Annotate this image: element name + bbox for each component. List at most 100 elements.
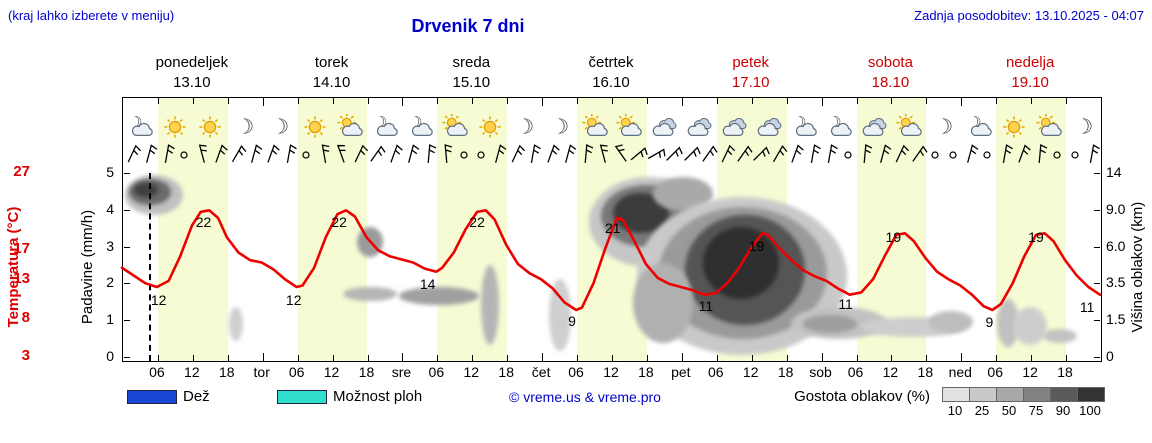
axis-tick [926,98,928,104]
cloud-density-blob [1043,329,1077,343]
day-header: ponedeljek 13.10 [155,54,229,91]
cloud-moon-icon: ☽ [966,113,992,140]
cloud-density-blob [229,307,243,341]
x-axis-label: 06 [428,364,445,380]
axis-tick [926,355,928,361]
density-scale-cell [996,387,1024,402]
cloud-density-blob [357,227,383,257]
temperature-value-label: 12 [285,291,302,308]
moon-icon: ☽ [267,114,293,140]
x-axis-label: 06 [568,364,584,380]
cloud-density-blob [1013,307,1047,345]
copyright-link[interactable]: © vreme.us & vreme.pro [509,389,661,405]
axis-tick [157,355,159,361]
x-axis-label: 12 [603,364,619,380]
wind-barb-icon [995,141,1015,167]
axis-tick [996,355,998,361]
moon-icon: ☽ [232,114,258,140]
axis-tick [612,98,613,104]
axis-tick [227,98,229,104]
day-header: petek 17.10 [731,54,770,91]
axis-tick [786,98,788,104]
sun-icon [162,114,188,140]
temperature-value-label: 9 [568,313,576,330]
cloud-moon-icon: ☽ [407,113,433,140]
wind-barb-icon [123,140,144,169]
cloud-height-axis-label: Višina oblakov (km) [1129,201,1146,333]
sun-cloud-icon [337,113,363,140]
wind-barb-icon [856,141,874,166]
temperature-value-label: 12 [150,291,167,308]
day-header: četrtek 16.10 [588,54,634,91]
wind-barb-icon [363,140,390,169]
moon-icon: ☽ [512,114,538,140]
x-axis-label: 06 [288,364,305,380]
rain-legend-label: Dež [183,388,210,405]
axis-tick [1094,173,1100,174]
wind-barb-icon [803,141,823,167]
temperature-value-label: 22 [331,214,347,231]
axis-tick [646,98,648,104]
axis-tick [402,98,404,106]
axis-tick [297,98,299,104]
cloud-density-blob [633,263,693,343]
x-axis-label: 12 [882,364,899,380]
temperature-value-label: 11 [1079,298,1095,315]
sun-cloud-icon [1036,113,1062,140]
wind-barb-icon [400,140,422,167]
wind-barb-icon [437,141,455,166]
wind-barb-icon [730,140,757,169]
sun-cloud-icon [442,113,468,140]
axis-tick [472,355,474,361]
density-scale-cell [969,387,997,402]
cloud-density-blob [134,183,158,197]
axis-tick [612,355,613,361]
axis-tick [821,98,823,106]
svg-text:☽: ☽ [236,114,254,138]
axis-tick [124,320,130,322]
precipitation-tick: 5 [106,164,114,180]
wind-barb-icon [746,140,774,168]
calm-wind-icon [840,142,856,166]
axis-tick [367,355,369,361]
day-header: sobota 18.10 [867,54,913,91]
temperature-value-label: 19 [1028,228,1044,245]
axis-tick [472,98,474,104]
precipitation-tick: 4 [106,200,114,217]
day-header: torek 14.10 [312,54,351,91]
moon-icon: ☽ [931,114,957,140]
axis-tick [124,209,130,211]
axis-tick [1094,320,1100,322]
svg-text:☽: ☽ [550,114,568,138]
axis-tick [1031,98,1033,104]
axis-tick [1031,355,1033,361]
wind-barb-icon [1082,141,1101,167]
wind-barb-icon [330,140,353,168]
axis-tick [124,246,130,248]
axis-tick [751,355,753,361]
calm-wind-icon [945,142,961,166]
cloud-density-blob [803,315,857,333]
axis-tick [681,98,683,106]
axis-tick [262,98,264,106]
wind-barb-icon [157,141,177,167]
sun-icon [477,114,503,140]
temperature-value-label: 22 [469,214,485,231]
axis-tick [297,355,299,361]
calm-wind-icon [1049,142,1065,166]
cloud-moon-icon: ☽ [127,113,154,140]
wind-barb-icon [382,140,405,168]
axis-tick [402,353,404,361]
x-axis-label: 12 [1022,364,1038,380]
temperature-axis-label: Temperatura (°C) [5,206,22,328]
wind-barb-icon [243,140,265,167]
axis-tick [227,355,229,361]
temperature-value-label: 11 [838,296,853,313]
axis-tick [1094,357,1100,358]
axis-tick [332,98,334,104]
temperature-value-label: 11 [698,297,714,314]
x-axis-day-label: pet [671,364,691,380]
showers-legend-label: Možnost ploh [333,388,423,405]
sun-cloud-icon [896,113,922,140]
